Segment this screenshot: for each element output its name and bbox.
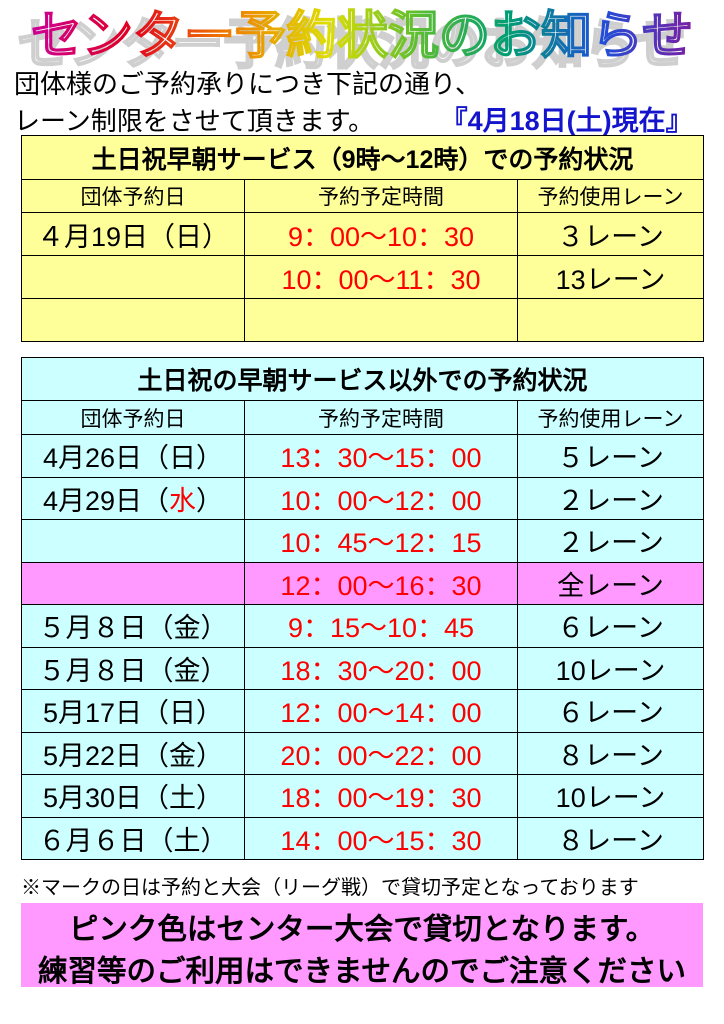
svg-text:センター予約状況のお知らせ: センター予約状況のお知らせ (31, 7, 693, 64)
